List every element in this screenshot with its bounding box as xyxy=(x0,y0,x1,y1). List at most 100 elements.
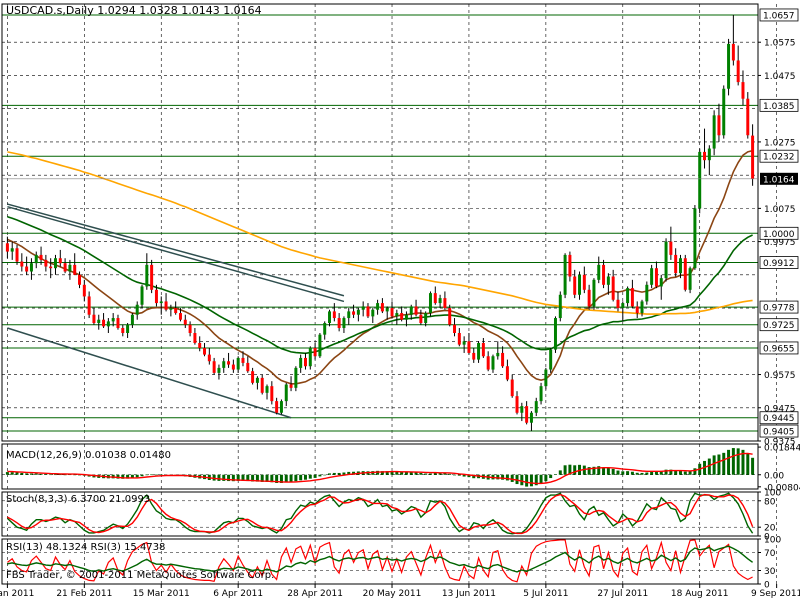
level-label: 1.0657 xyxy=(763,11,795,21)
candle-body xyxy=(505,366,509,380)
candle-body xyxy=(294,367,298,388)
candle-body xyxy=(630,288,634,307)
stoch-tick-label: 80 xyxy=(764,497,776,507)
candle-body xyxy=(496,352,500,357)
macd-histogram-bar xyxy=(380,471,384,475)
candle-body xyxy=(587,289,591,307)
macd-histogram-bar xyxy=(496,474,500,480)
macd-histogram-bar xyxy=(505,474,509,481)
macd-histogram-bar xyxy=(337,472,341,475)
candle-body xyxy=(712,115,716,149)
candle-body xyxy=(380,303,384,312)
macd-histogram-bar xyxy=(650,471,654,475)
candle-body xyxy=(251,371,255,383)
candle-body xyxy=(92,314,96,324)
x-tick-label: 20 May 2011 xyxy=(363,589,422,599)
macd-histogram-bar xyxy=(630,471,634,475)
candle-body xyxy=(654,268,658,287)
level-label: 0.9655 xyxy=(763,344,795,354)
level-label-box xyxy=(759,318,799,332)
candle-body xyxy=(337,318,341,329)
macd-histogram-bar xyxy=(510,474,514,482)
candle-body xyxy=(746,98,750,136)
macd-panel: 0.01844 0.00 -0.00804 xyxy=(1,443,800,493)
candle-body xyxy=(116,318,120,329)
candle-body xyxy=(529,412,533,423)
macd-histogram-bar xyxy=(659,471,663,475)
price-tick-label: 0.9475 xyxy=(764,404,796,414)
candle-body xyxy=(29,263,33,272)
candle-body xyxy=(727,43,731,89)
x-tick-label: 9 Sep 2011 xyxy=(751,589,800,599)
candle-body xyxy=(606,276,610,285)
price-tick-label: 1.0475 xyxy=(764,72,796,82)
candle-body xyxy=(78,274,82,285)
candle-body xyxy=(236,357,240,370)
macd-histogram-bar xyxy=(289,474,293,483)
candle-body xyxy=(477,342,481,360)
candle-body xyxy=(241,357,245,363)
macd-histogram-bar xyxy=(150,474,154,476)
level-label: 1.0232 xyxy=(763,153,795,163)
ma-slow-line xyxy=(7,151,753,315)
macd-histogram-bar xyxy=(472,474,476,479)
macd-histogram-bar xyxy=(217,474,221,481)
candle-body xyxy=(457,332,461,345)
candle-body xyxy=(275,401,279,413)
candle-body xyxy=(414,306,418,315)
candle-body xyxy=(53,258,57,269)
candle-body xyxy=(299,357,303,368)
macd-histogram-bar xyxy=(693,468,697,475)
rsi-tick-label: 70 xyxy=(764,549,776,559)
stoch-tick-label: 0 xyxy=(764,533,770,543)
candle-body xyxy=(549,349,553,370)
x-tick-label: 5 Jul 2011 xyxy=(523,589,568,599)
candle-body xyxy=(260,377,264,393)
candle-body xyxy=(390,308,394,317)
level-label: 0.9445 xyxy=(763,414,795,424)
macd-histogram-bar xyxy=(443,473,447,475)
macd-histogram-bar xyxy=(39,473,43,475)
level-label: 0.9725 xyxy=(763,321,795,331)
macd-histogram-bar xyxy=(606,467,610,475)
candle-body xyxy=(736,60,740,83)
candle-body xyxy=(698,151,702,209)
macd-histogram-bar xyxy=(246,474,250,482)
macd-histogram-bar xyxy=(611,468,615,475)
macd-histogram-bar xyxy=(332,472,336,475)
x-tick-label: 28 Jan 2011 xyxy=(0,589,34,599)
candle-body xyxy=(433,293,437,304)
candle-body xyxy=(308,347,312,367)
level-label: 0.9405 xyxy=(763,428,795,438)
macd-histogram-bar xyxy=(135,474,139,478)
macd-histogram-bar xyxy=(678,470,682,475)
candle-body xyxy=(467,341,471,353)
macd-histogram-bar xyxy=(270,474,274,483)
candle-body xyxy=(510,379,514,397)
macd-histogram-bar xyxy=(664,469,668,475)
candle-body xyxy=(159,301,163,304)
x-tick-label: 18 Aug 2011 xyxy=(671,589,729,599)
macd-histogram-bar xyxy=(130,474,134,479)
macd-histogram-bar xyxy=(5,472,9,475)
macd-histogram-bar xyxy=(352,471,356,475)
macd-histogram-bar xyxy=(279,474,283,483)
x-tick-label: 28 Apr 2011 xyxy=(287,589,343,599)
candle-body xyxy=(217,367,221,373)
candle-body xyxy=(39,254,43,260)
candle-body xyxy=(145,264,149,287)
candle-body xyxy=(140,286,144,305)
candle-body xyxy=(582,274,586,290)
macd-histogram-bar xyxy=(534,474,538,486)
candle-body xyxy=(611,276,615,300)
candle-body xyxy=(212,361,216,373)
macd-histogram-bar xyxy=(707,458,711,475)
candle-body xyxy=(82,284,86,297)
candle-body xyxy=(626,288,630,304)
candle-body xyxy=(20,261,24,267)
candle-body xyxy=(650,268,654,285)
price-tick-label: 0.9575 xyxy=(764,371,796,381)
candle-body xyxy=(448,308,452,325)
candle-body xyxy=(645,284,649,302)
price-panel-frame xyxy=(1,3,759,442)
